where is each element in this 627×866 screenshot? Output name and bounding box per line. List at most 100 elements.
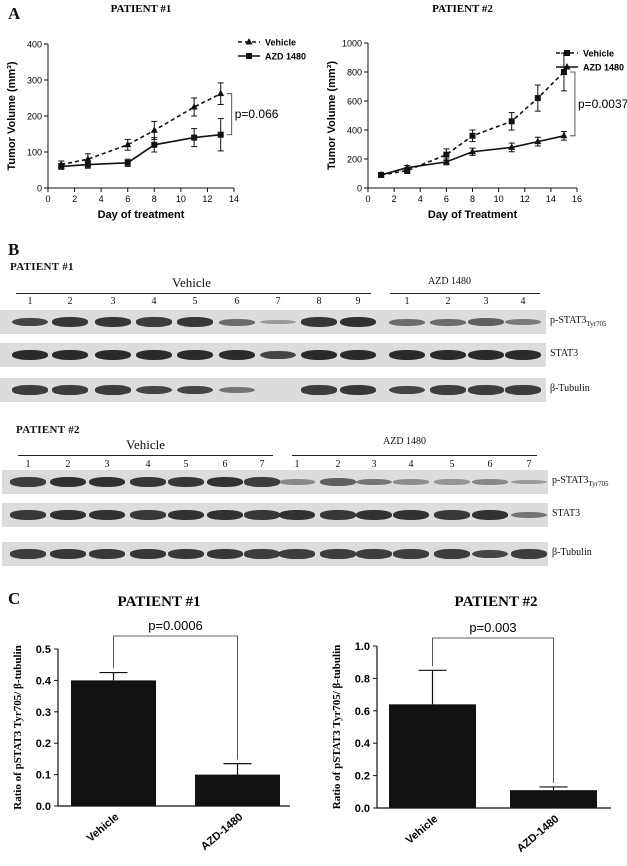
lane-number: 6 [487,459,493,470]
lane-number: 2 [335,459,341,470]
data-point [217,131,224,138]
blot-band [356,549,392,559]
data-point [190,103,198,110]
data-point [469,132,476,139]
blot-band [430,350,466,360]
blot2-vehicle-label: Vehicle [126,437,165,452]
blot-band [177,317,213,327]
blot-band [434,479,470,485]
x-tick-label: 14 [546,194,556,204]
legend-label: AZD 1480 [583,63,624,73]
x-tick-label: 6 [444,194,449,204]
blot-band [130,477,166,487]
lane-number: 2 [445,296,451,307]
blot-band [207,477,243,487]
bar-vehicle [71,680,156,806]
blot-row-label-main: STAT3 [552,508,581,519]
p-value-label: p=0.066 [235,107,279,121]
blot-band [320,549,356,559]
blot-band [279,549,315,559]
blot-band [301,317,337,327]
blot-row-label: β-Tubulin [552,547,592,558]
panel-letter-b: B [8,240,20,259]
blot-band [340,350,376,360]
lane-number: 3 [483,296,489,307]
lane-number: 2 [65,459,71,470]
blot-band [389,385,425,395]
blot2-title: PATIENT #2 [16,424,80,436]
blot-band [301,385,337,395]
x-tick-label: 12 [520,194,530,204]
lane-number: 1 [294,459,300,470]
blot-band [168,549,204,559]
legend-label: Vehicle [583,49,614,59]
blot-band [52,317,88,327]
blot2-azd-line [292,455,537,456]
x-tick-label: 8 [152,194,157,204]
blot-band [52,350,88,360]
blot-band [260,350,296,360]
growth-chart-patient1: PATIENT #1 0 100 200 300 400 0 2 4 6 8 10 12 14 Day of… [6,3,306,221]
blot-band [320,510,356,520]
data-point [469,147,476,155]
blot-band [389,318,425,326]
significance-bracket [569,71,576,137]
blot-band [177,385,213,395]
y-tick-label: 800 [347,68,362,78]
x-tick-label: 10 [176,194,186,204]
legend-marker [564,50,570,56]
data-point [534,137,542,145]
growth-chart-patient2: PATIENT #2 0 200 400 600 800 1000 0 2 4 6 8 10 12 14 16… [326,3,627,221]
blot-row-label: β-Tubulin [550,383,590,394]
p-value-label: p=0.003 [469,620,516,635]
blot-band [430,385,466,395]
p-value-label: p=0.0006 [148,618,203,633]
blot-band [279,479,315,485]
x-tick-label: 2 [392,194,397,204]
blot-band [244,477,280,487]
lane-number: 6 [222,459,228,470]
y-axis-label: Tumor Volume (mm³) [6,61,18,170]
y-tick-label: 400 [347,126,362,136]
blot-row-label-main: p-STAT3 [552,475,589,486]
blot-band [50,549,86,559]
significance-bracket [432,637,554,783]
blot-band [340,317,376,327]
y-tick-label: 0.2 [355,771,370,783]
blot-band [95,350,131,360]
lane-number: 4 [408,459,414,470]
data-point [84,161,91,168]
y-tick-label: 0 [357,184,362,194]
blot-band [89,477,125,487]
lane-number: 3 [104,459,110,470]
x-tick-label: 14 [229,194,239,204]
blot-row-label-main: β-Tubulin [552,547,592,558]
blot-band [136,350,172,360]
lane-number: 2 [67,296,73,307]
bar-vehicle [389,704,476,808]
lane-number: 3 [371,459,377,470]
y-tick-label: 0.2 [36,738,51,750]
blot-band [89,510,125,520]
legend-marker [246,53,252,59]
x-tick-label: 4 [418,194,423,204]
x-tick-label: AZD-1480 [199,811,246,853]
p-value-label: p=0.0037 [578,97,627,111]
blot-band [168,477,204,487]
y-tick-label: 0.6 [355,706,370,718]
x-tick-label: 6 [125,194,130,204]
data-point [404,167,411,174]
blot-band [12,350,48,360]
blot-band [168,510,204,520]
lane-number: 1 [25,459,31,470]
lane-number: 7 [526,459,532,470]
lane-number: 9 [355,296,361,307]
blot-band [10,510,46,520]
blot1-title: PATIENT #1 [10,261,74,273]
blot-band [472,479,508,485]
blot-band [472,510,508,520]
blot-band [434,549,470,559]
y-tick-label: 300 [27,76,42,86]
blot2-vehicle-line [18,455,273,456]
x-tick-label: 8 [470,194,475,204]
